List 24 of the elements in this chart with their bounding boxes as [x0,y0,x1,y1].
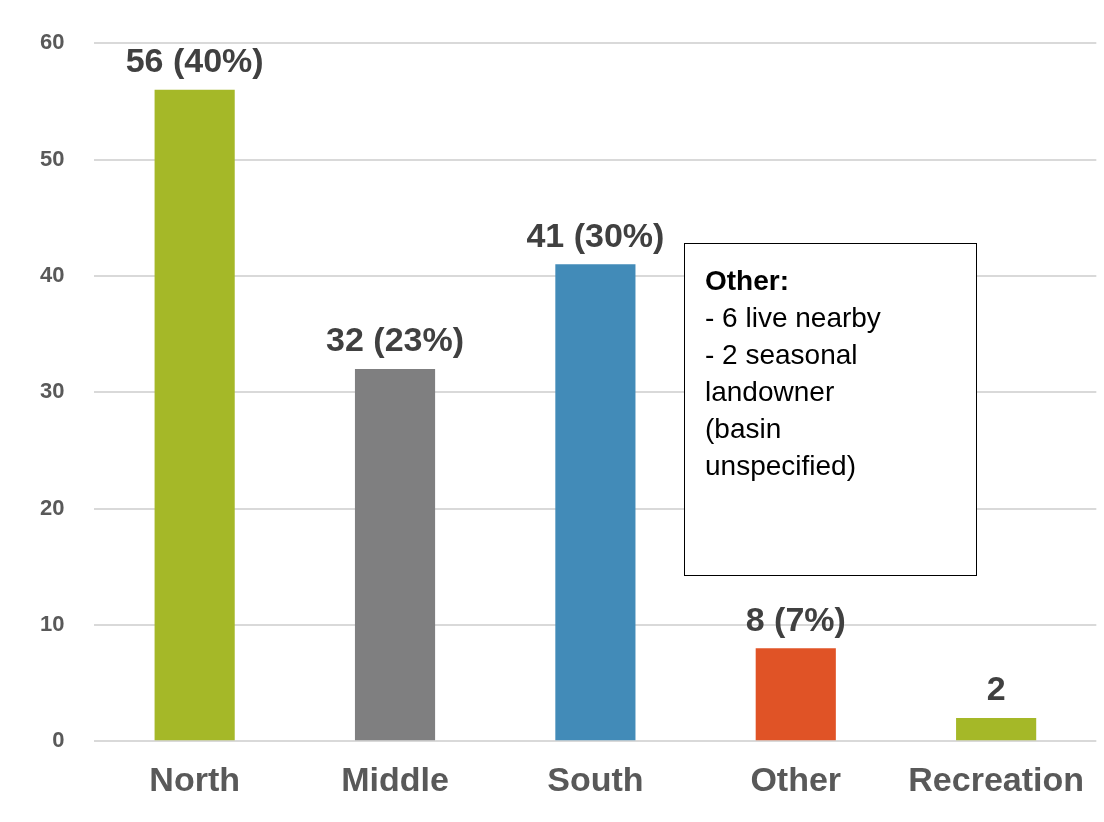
x-tick-label: South [547,759,644,798]
data-label: 56 (40%) [125,41,264,80]
y-tick-label: 0 [52,727,65,753]
bar [956,717,1037,741]
bar [154,89,235,741]
x-tick-label: Other [750,759,842,798]
y-tick-label: 30 [39,378,65,404]
y-tick-label: 40 [39,261,65,287]
y-tick-label: 50 [39,145,65,171]
bar [755,648,836,741]
y-tick-label: 10 [39,610,65,636]
data-label: 8 (7%) [745,599,846,638]
x-tick-label: Recreation [908,759,1084,798]
y-tick-label: 20 [39,494,65,520]
x-tick-label: North [149,759,240,798]
data-label: 41 (30%) [526,215,665,254]
bar [555,264,636,741]
data-label: 32 (23%) [326,320,465,359]
annotation: Other: - 6 live nearby - 2 seasonal landowner (basin unspecified) [705,264,882,483]
y-tick-label: 60 [39,29,65,55]
data-label: 2 [986,669,1006,708]
note-box: Other: - 6 live nearby - 2 seasonal landowner (basin unspecified) [684,243,977,576]
bar [354,368,436,741]
x-tick-label: Middle [341,759,449,798]
